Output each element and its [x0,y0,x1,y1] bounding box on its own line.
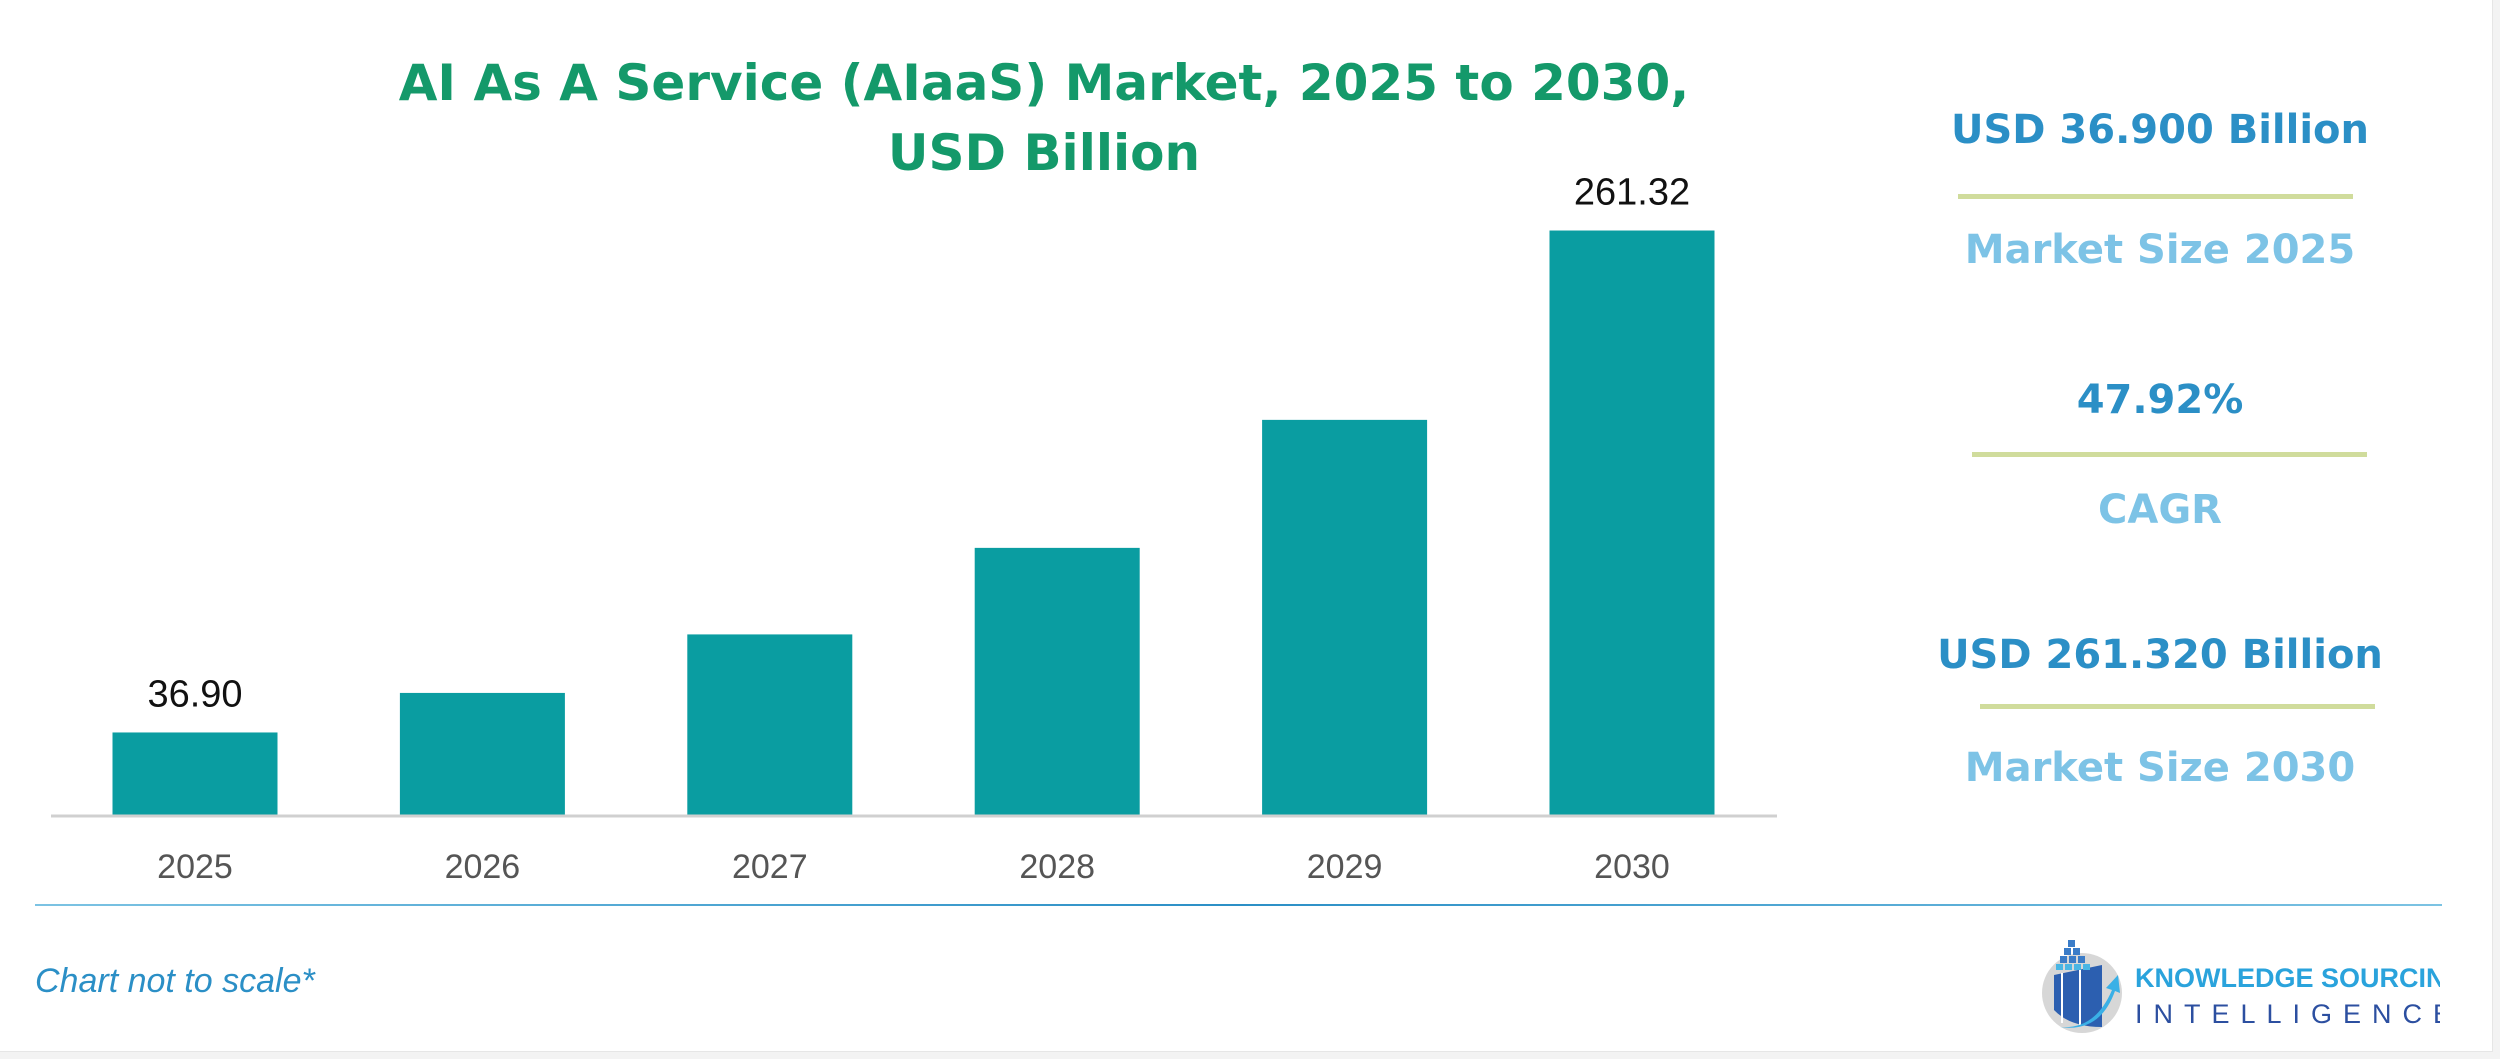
x-tick-label: 2029 [1307,848,1383,886]
x-tick-label: 2026 [445,848,521,886]
kpi-cagr-label: CAGR [2098,487,2222,533]
kpi-market-size-2025-value: USD 36.900 Billion [1951,107,2369,153]
kpi-separator [1972,452,2367,457]
logo-blocks-icon [2056,940,2090,970]
chart-title-line-1: AI As A Service (AIaaS) Market, 2025 to … [398,54,1690,112]
chart-note: Chart not to scale* [35,962,315,1000]
bar-chart: 2025 36.90 2026 2027 2028 2029 2030 261.32 [51,172,1777,886]
kpi-market-size-2025-label: Market Size 2025 [1964,227,2356,273]
x-tick-label: 2030 [1594,848,1670,886]
x-tick-label: 2025 [157,848,233,886]
bar-2026 [399,692,565,815]
svg-text:KNOWLEDGE SOURCING: KNOWLEDGE SOURCING [2135,963,2440,993]
x-tick-label: 2027 [732,848,808,886]
kpi-market-size-2030-value: USD 261.320 Billion [1937,632,2383,678]
x-tick-label: 2028 [1019,848,1095,886]
svg-text:INTELLIGENCE: INTELLIGENCE [2135,999,2440,1029]
bar-2028 [974,547,1140,815]
data-label: 36.90 [147,673,242,715]
logo-arrow-icon [2060,975,2120,1028]
kpi-market-size-2030-label: Market Size 2030 [1964,745,2356,791]
bar-2029 [1262,419,1428,815]
bar-2025 [112,732,278,815]
footer-divider [35,904,2442,906]
kpi-cagr-value: 47.92% [2076,377,2244,423]
company-logo: KNOWLEDGE SOURCING INTELLIGENCE [2042,940,2440,1033]
kpi-separator [1958,194,2353,199]
logo-building-icon [2054,965,2102,1027]
chart-title-line-2: USD Billion [887,124,1201,182]
data-label: 261.32 [1574,172,1690,214]
bar-2027 [687,634,853,815]
kpi-separator [1980,704,2375,709]
bar-2030 [1549,230,1715,815]
